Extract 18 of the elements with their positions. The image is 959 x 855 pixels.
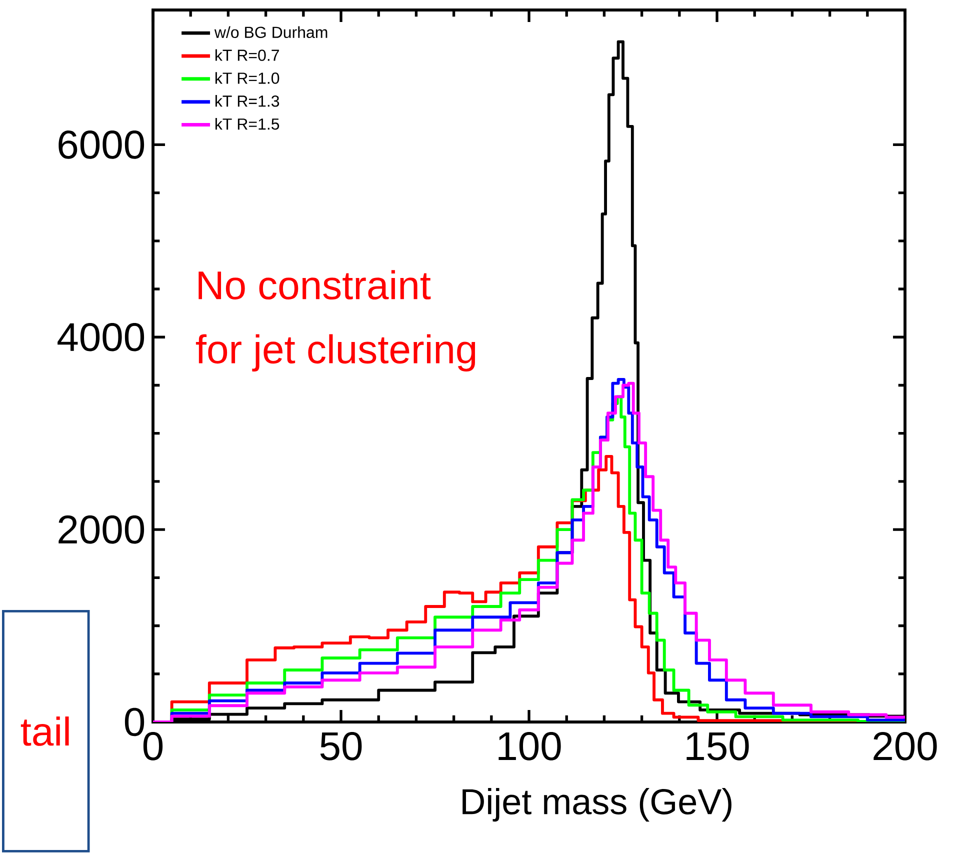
y-tick-label: 0	[124, 708, 144, 736]
x-tick-label: 50	[320, 732, 362, 760]
legend-label: kT R=0.7	[216, 49, 279, 61]
legend-label: kT R=1.0	[216, 72, 280, 84]
x-axis-title: Dijet mass (GeV)	[462, 788, 732, 822]
x-tick-label: 200	[874, 732, 937, 760]
annotation: for jet clustering	[196, 334, 476, 372]
annotation: No constraint	[198, 270, 431, 300]
x-tick-label: 0	[143, 732, 163, 760]
legend-label: w/o BG Durham	[214, 26, 328, 38]
legend-label: kT R=1.5	[216, 118, 280, 130]
y-tick-label: 4000	[58, 322, 144, 352]
x-tick-label: 150	[686, 732, 749, 760]
x-tick-label: 100	[498, 732, 561, 760]
text: tail	[20, 716, 69, 746]
y-tick-label: 2000	[58, 515, 144, 544]
y-tick-label: 6000	[58, 130, 144, 159]
legend-label: kT R=1.3	[216, 95, 280, 107]
